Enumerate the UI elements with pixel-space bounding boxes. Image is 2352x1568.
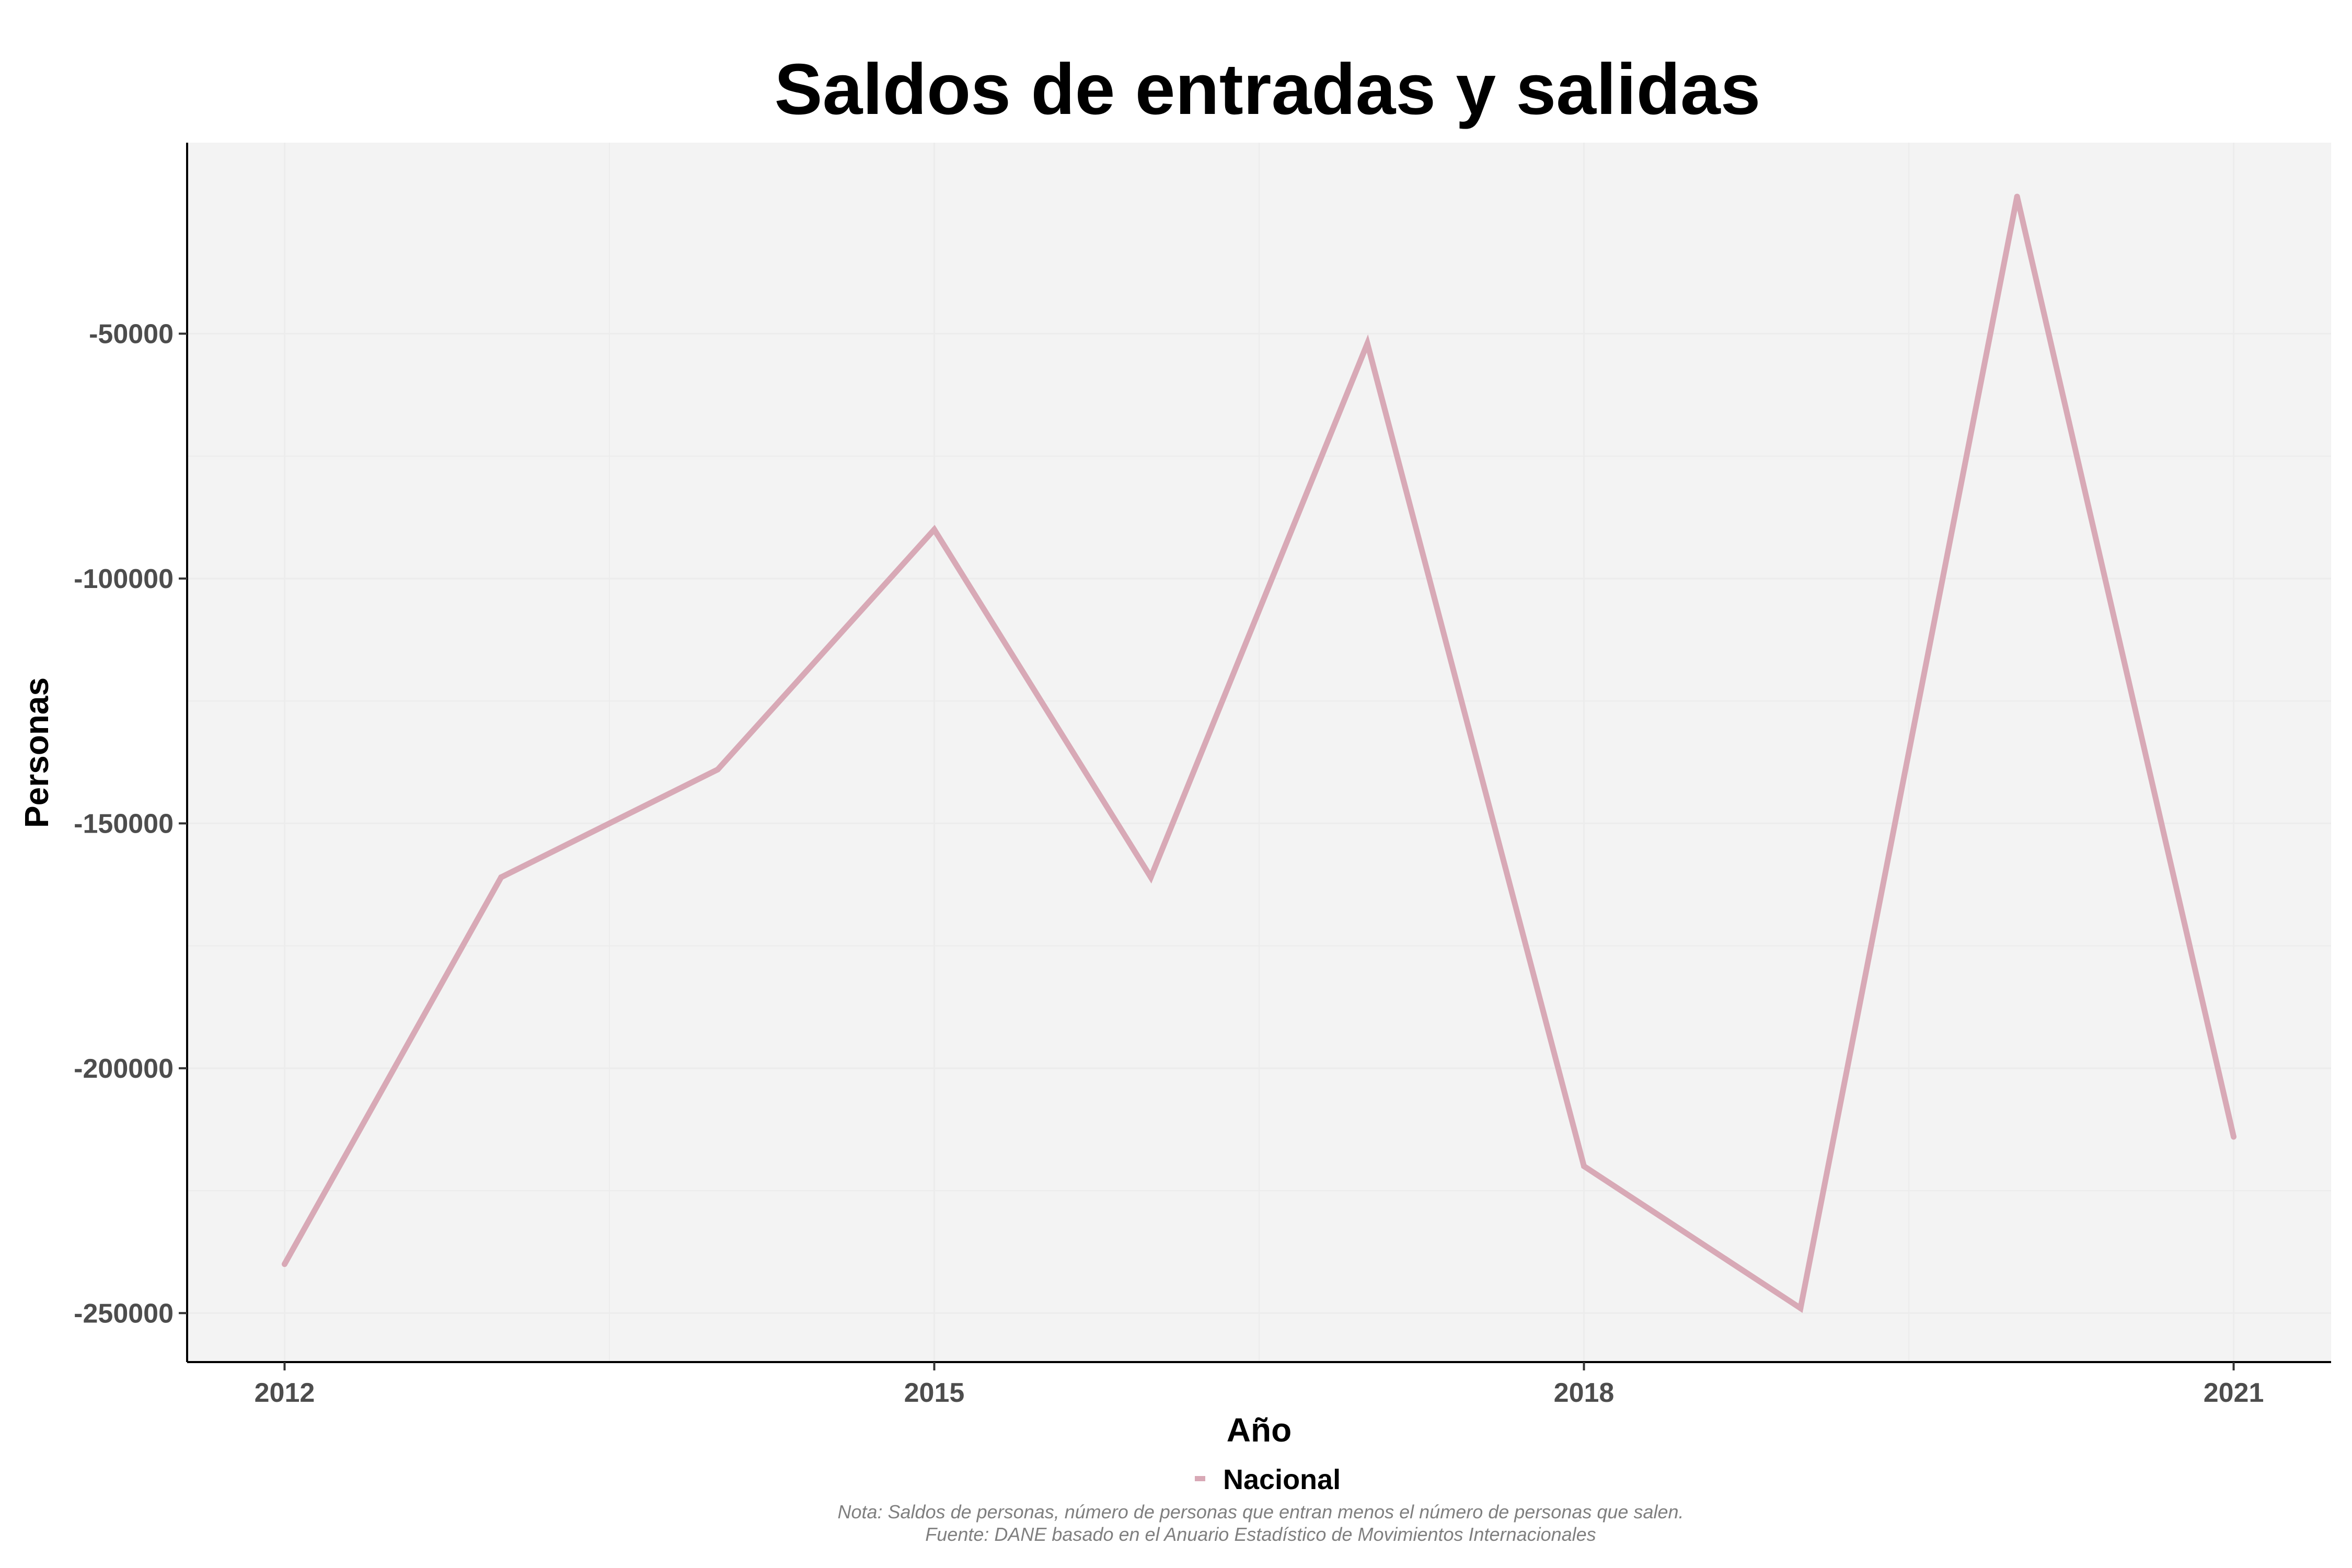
grid-lines (187, 143, 2331, 1362)
chart-title: Saldos de entradas y salidas (775, 49, 1761, 130)
data-point (1364, 340, 1370, 347)
data-point (2231, 1134, 2237, 1140)
legend-label-nacional: Nacional (1223, 1464, 1341, 1495)
data-point (2014, 193, 2020, 200)
y-tick-label: -150000 (74, 809, 174, 839)
data-point (931, 526, 937, 533)
series-line-nacional (282, 195, 2236, 1313)
y-axis-ticks: -50000 -100000 -150000 -200000 -250000 (74, 319, 187, 1329)
data-point (1581, 1163, 1587, 1169)
data-point (498, 874, 504, 880)
data-point (714, 766, 721, 773)
caption-source: Fuente: DANE basado en el Anuario Estadí… (925, 1524, 1596, 1545)
caption-note: Nota: Saldos de personas, número de pers… (837, 1501, 1684, 1523)
data-point (1797, 1305, 1804, 1311)
x-tick-label: 2021 (2204, 1378, 2264, 1408)
data-point (281, 1261, 287, 1267)
y-axis-title: Personas (18, 677, 55, 828)
y-tick-label: -250000 (74, 1298, 174, 1329)
x-tick-label: 2012 (255, 1378, 315, 1408)
x-axis-title: Año (1227, 1411, 1292, 1449)
x-axis-ticks: 2012 2015 2018 2021 (255, 1362, 2264, 1408)
y-tick-label: -50000 (89, 319, 174, 349)
x-tick-label: 2018 (1554, 1378, 1615, 1408)
data-point (1148, 874, 1154, 880)
series-layer (281, 193, 2237, 1313)
legend: Nacional (1195, 1464, 1341, 1495)
x-tick-label: 2015 (904, 1378, 965, 1408)
y-tick-label: -100000 (74, 564, 174, 594)
y-tick-label: -200000 (74, 1054, 174, 1084)
